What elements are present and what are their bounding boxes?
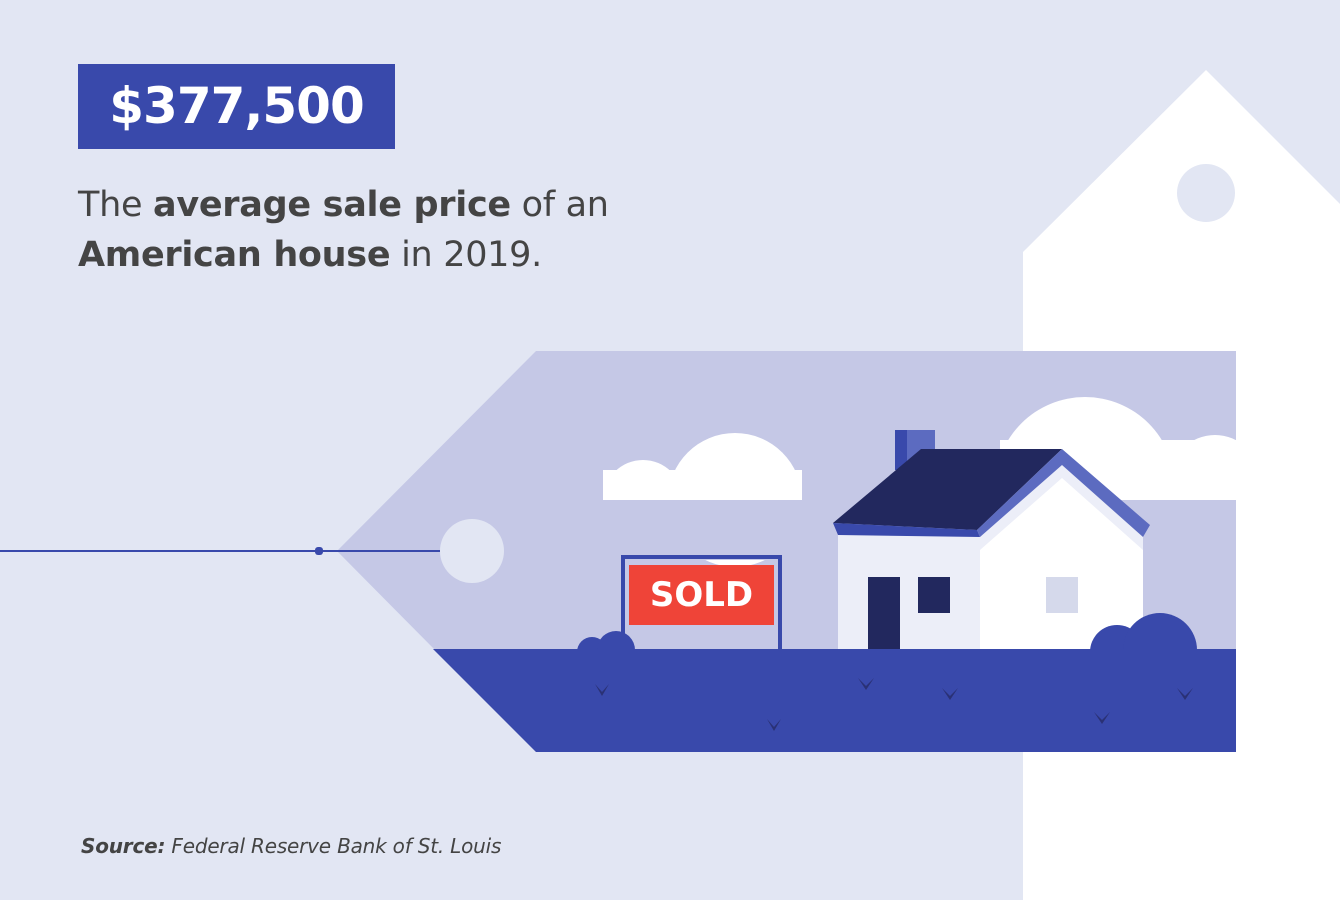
grass-icon <box>942 688 958 700</box>
grass-icon <box>1094 712 1110 724</box>
window-left <box>918 577 950 613</box>
sold-label: SOLD <box>649 575 754 615</box>
grass-icon <box>767 719 781 731</box>
attic-window-circle <box>1177 164 1235 222</box>
source-citation: Source: Federal Reserve Bank of St. Loui… <box>81 834 501 858</box>
roof <box>833 449 1062 530</box>
source-text: Federal Reserve Bank of St. Louis <box>165 834 502 858</box>
grass-tufts <box>595 678 1193 731</box>
sold-sign <box>621 555 782 650</box>
grass-icon <box>858 678 874 690</box>
house <box>833 430 1150 650</box>
source-label: Source: <box>81 834 166 858</box>
door <box>868 577 900 650</box>
headline-bold: average sale price <box>153 185 511 225</box>
headline: The average sale price of an American ho… <box>78 180 718 280</box>
window-right <box>1046 577 1078 613</box>
price-badge: $377,500 <box>78 64 395 149</box>
grass-icon <box>1177 688 1193 700</box>
headline-bold: American house <box>78 235 391 275</box>
tag-string <box>0 519 504 583</box>
house-left-wall <box>838 533 980 650</box>
headline-text: The <box>78 185 154 225</box>
sold-sign-board <box>629 565 774 625</box>
string-knot-icon <box>315 547 323 555</box>
headline-text: in 2019. <box>390 235 542 275</box>
grass-icon <box>595 684 609 696</box>
headline-text: of an <box>510 185 609 225</box>
ground <box>433 649 1236 752</box>
tag-hole <box>440 519 504 583</box>
roof-eave <box>833 523 980 537</box>
